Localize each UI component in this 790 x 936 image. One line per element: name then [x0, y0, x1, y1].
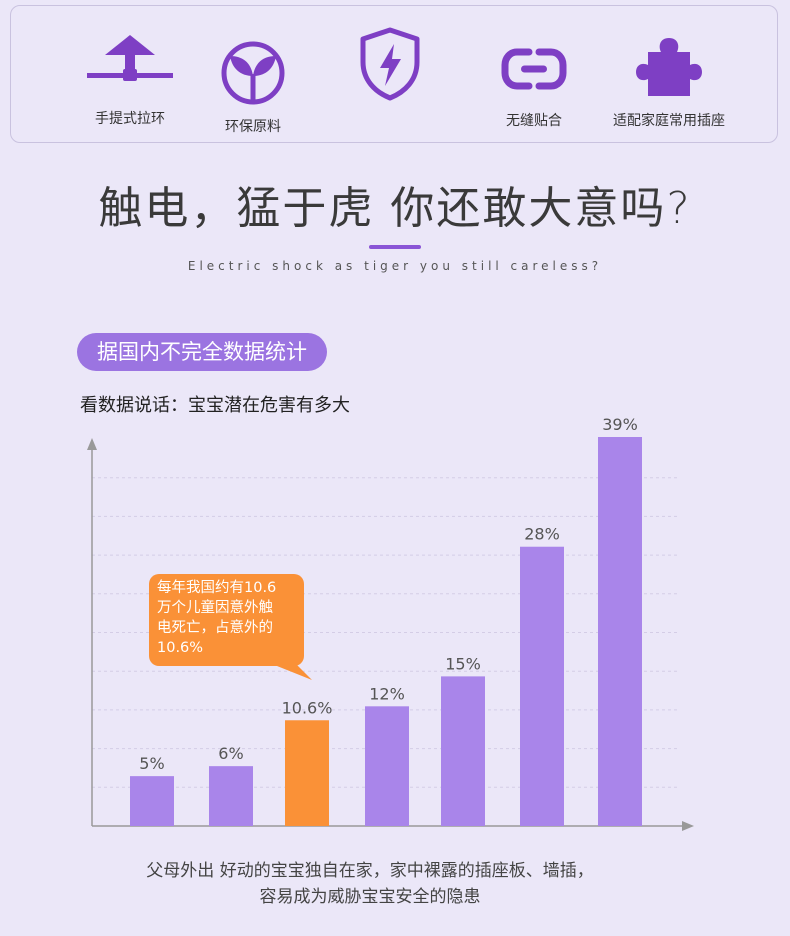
- annotation-line: 电死亡，占意外的: [157, 618, 273, 636]
- headline-title: 触电，猛于虎 你还敢大意吗?: [98, 183, 692, 234]
- bar-value-label: 15%: [445, 654, 481, 673]
- bar-value-label: 6%: [218, 744, 243, 763]
- y-axis-arrow: [87, 438, 97, 450]
- bar: [209, 766, 253, 826]
- feature-label: 无缝贴合: [506, 113, 562, 129]
- chart-value-labels: 5% 6% 10.6% 12% 15% 28% 39%: [139, 415, 637, 773]
- feature-seamless-fit: 无缝贴合: [459, 6, 609, 144]
- feature-eco-material: 环保原料: [178, 6, 328, 144]
- leaf-sprout-icon: [221, 41, 285, 105]
- feature-lift-handle: 手提式拉环: [55, 6, 205, 144]
- bar: [130, 776, 174, 826]
- annotation-bubble: [149, 574, 304, 666]
- lift-handle-icon: [87, 35, 173, 81]
- bar: [365, 706, 409, 826]
- bar: [598, 437, 642, 826]
- footer-line-1: 父母外出 好动的宝宝独自在家，家中裸露的插座板、墙插，: [146, 861, 594, 881]
- bar-value-label: 28%: [524, 525, 560, 544]
- feature-label: 环保原料: [225, 119, 281, 135]
- puzzle-piece-icon: [636, 38, 702, 96]
- x-axis-arrow: [682, 821, 694, 831]
- chart-bars: [130, 437, 642, 826]
- feature-shock-protection: [315, 6, 465, 144]
- bar: [441, 676, 485, 826]
- bar: [520, 546, 564, 826]
- lightning-shield-icon: [360, 27, 420, 101]
- footer-text: 父母外出 好动的宝宝独自在家，家中裸露的插座板、墙插， 容易成为威胁宝宝安全的隐…: [0, 858, 740, 910]
- feature-socket-compatible: 适配家庭常用插座: [594, 6, 744, 144]
- annotation-pointer: [272, 664, 312, 680]
- bar-value-label: 10.6%: [282, 698, 333, 717]
- footer-line-2: 容易成为威胁宝宝安全的隐患: [259, 887, 481, 907]
- bar-value-label: 39%: [602, 415, 638, 434]
- feature-label: 手提式拉环: [95, 111, 165, 127]
- annotation-line: 万个儿童因意外触: [157, 598, 273, 616]
- feature-strip: 手提式拉环 环保原料 无缝贴合 适配家庭常用插座: [10, 5, 778, 143]
- statistics-tag: 据国内不完全数据统计: [77, 333, 327, 371]
- bar-value-label: 12%: [369, 684, 405, 703]
- annotation-line: 10.6%: [157, 640, 203, 656]
- headline-subtitle: Electric shock as tiger you still carele…: [187, 259, 603, 273]
- headline-underline: [369, 245, 421, 249]
- bar: [285, 720, 329, 826]
- annotation-line: 每年我国约有10.6: [157, 579, 276, 596]
- chart-caption: 看数据说话：宝宝潜在危害有多大: [80, 395, 350, 416]
- bar-value-label: 5%: [139, 754, 164, 773]
- feature-label: 适配家庭常用插座: [613, 113, 725, 129]
- chain-link-icon: [501, 48, 567, 90]
